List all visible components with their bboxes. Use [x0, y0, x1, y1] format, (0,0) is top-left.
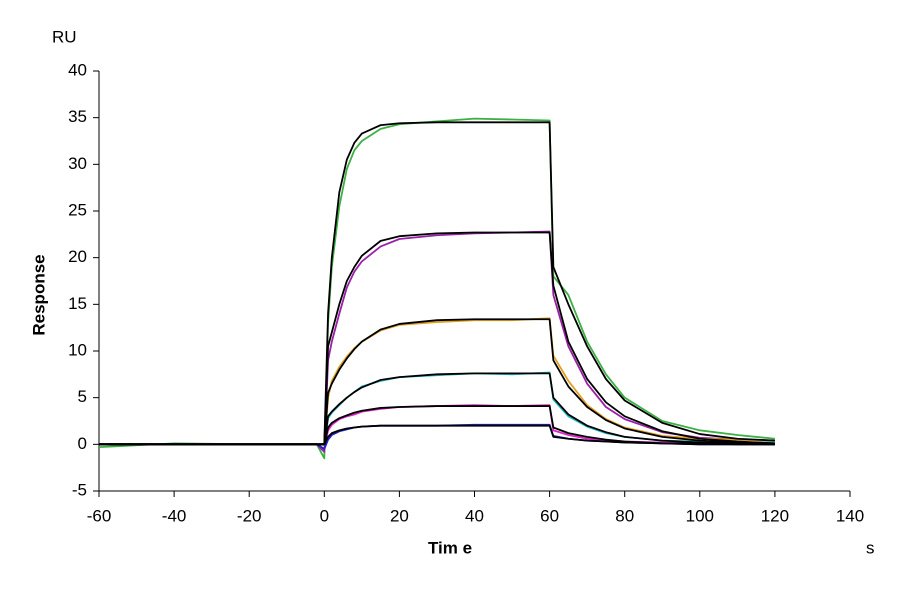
y-unit: RU — [52, 27, 77, 46]
y-tick-label: -5 — [72, 480, 87, 499]
x-tick-label: 80 — [615, 506, 634, 525]
y-tick-label: 40 — [68, 60, 87, 79]
x-tick-label: 60 — [540, 506, 559, 525]
x-tick-label: 120 — [761, 506, 789, 525]
y-tick-label: 10 — [68, 340, 87, 359]
y-tick-label: 15 — [68, 294, 87, 313]
y-tick-label: 20 — [68, 247, 87, 266]
x-tick-label: -40 — [162, 506, 187, 525]
x-unit: s — [866, 538, 875, 557]
x-tick-label: -20 — [237, 506, 262, 525]
x-tick-label: 100 — [686, 506, 714, 525]
y-tick-label: 25 — [68, 200, 87, 219]
y-tick-label: 5 — [78, 387, 87, 406]
x-tick-label: 140 — [836, 506, 864, 525]
x-tick-label: 20 — [390, 506, 409, 525]
x-tick-label: 0 — [320, 506, 329, 525]
y-axis-label: Response — [29, 254, 48, 335]
sensorgram-line — [99, 424, 775, 446]
x-axis-label: Tim e — [428, 538, 472, 557]
x-tick-label: -60 — [87, 506, 112, 525]
y-tick-label: 0 — [78, 434, 87, 453]
x-tick-label: 40 — [465, 506, 484, 525]
y-tick-label: 35 — [68, 107, 87, 126]
y-tick-label: 30 — [68, 154, 87, 173]
